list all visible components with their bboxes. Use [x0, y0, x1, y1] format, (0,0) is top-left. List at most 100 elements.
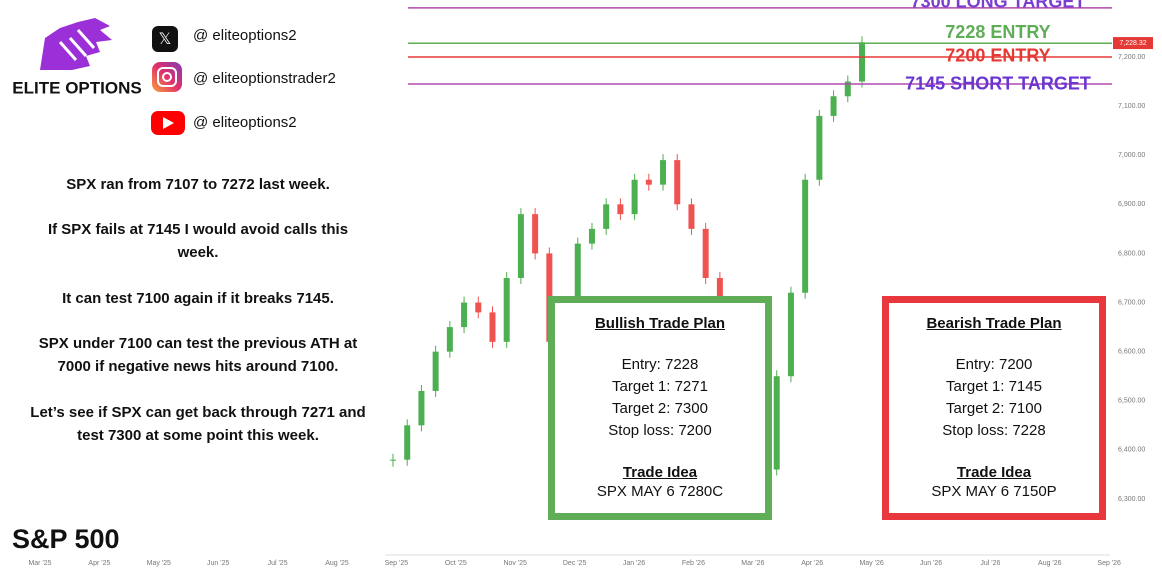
candle	[802, 173, 809, 299]
candle-body	[773, 376, 780, 470]
candle-body	[816, 115, 823, 180]
y-tick-label: 6,900.00	[1118, 201, 1145, 208]
level-label: 7300 LONG TARGET	[911, 0, 1086, 12]
commentary: SPX ran from 7107 to 7272 last week.	[66, 176, 330, 193]
x-tick-label: Jan '26	[623, 560, 645, 567]
trade-idea: SPX MAY 6 7150P	[931, 483, 1057, 500]
level-label: 7228 ENTRY	[945, 22, 1050, 42]
plan-line: Target 2: 7300	[612, 400, 708, 417]
candle-body	[503, 277, 510, 342]
candle-body	[603, 204, 610, 229]
candle	[816, 109, 823, 186]
candle	[645, 173, 652, 191]
candle-body	[631, 179, 638, 215]
candle	[432, 345, 439, 397]
candle-body	[390, 459, 396, 461]
candle	[773, 370, 780, 476]
plan-line: Target 2: 7100	[946, 400, 1042, 417]
candle-body	[645, 179, 652, 185]
candle-body	[461, 302, 468, 328]
level-label: 7145 SHORT TARGET	[905, 74, 1091, 94]
idea-title: Trade Idea	[622, 464, 698, 481]
candle-body	[787, 292, 794, 377]
plan-line: Entry: 7228	[621, 356, 699, 373]
logo	[40, 18, 112, 70]
commentary: If SPX fails at 7145 I would avoid calls…	[47, 221, 349, 261]
candle	[475, 296, 482, 319]
candle	[631, 173, 638, 221]
y-tick-label: 7,100.00	[1118, 103, 1145, 110]
y-tick-label: 6,500.00	[1118, 398, 1145, 405]
candle-body	[688, 204, 695, 229]
plan-line: Entry: 7200	[955, 356, 1033, 373]
candle-body	[588, 228, 595, 244]
commentary: Let’s see if SPX can get back through 72…	[30, 404, 366, 444]
y-tick-label: 6,800.00	[1118, 250, 1145, 257]
x-tick-label: Apr '26	[801, 560, 823, 567]
price-tag-label: 7,228.32	[1119, 40, 1146, 47]
candle	[446, 321, 453, 358]
x-icon-glyph: 𝕏	[159, 31, 172, 48]
x-tick-label: Sep '25	[385, 560, 409, 567]
x-tick-label: Jul '26	[980, 560, 1000, 567]
social-handle: @ eliteoptions2	[193, 114, 297, 131]
instagram-icon	[152, 62, 182, 92]
x-tick-label: Apr '25	[88, 560, 110, 567]
candle-body	[574, 243, 581, 303]
candle	[603, 198, 610, 235]
candle-body	[859, 42, 865, 82]
candle-body	[489, 312, 496, 342]
plan-line: Stop loss: 7200	[608, 422, 712, 439]
plan-line: Target 1: 7271	[612, 378, 708, 395]
candle-body	[660, 160, 667, 185]
x-tick-label: Jun '26	[920, 560, 942, 567]
candle	[404, 419, 411, 466]
level-label: 7200 ENTRY	[945, 46, 1050, 66]
idea-title: Trade Idea	[956, 464, 1032, 481]
x-icon	[152, 26, 178, 52]
x-tick-label: Feb '26	[682, 560, 705, 567]
price-tag	[1113, 37, 1153, 50]
candle	[489, 306, 496, 348]
candle	[660, 154, 667, 191]
candle-body	[716, 277, 723, 303]
candle-body	[802, 179, 809, 293]
plan-title: Bullish Trade Plan	[594, 315, 726, 332]
y-tick-label: 6,700.00	[1118, 299, 1145, 306]
x-tick-label: May '26	[859, 560, 883, 567]
plan-line: Stop loss: 7228	[942, 422, 1046, 439]
candle-body	[844, 81, 851, 97]
commentary: It can test 7100 again if it breaks 7145…	[62, 290, 334, 307]
candle-body	[532, 214, 539, 254]
y-tick-label: 6,600.00	[1118, 349, 1145, 356]
x-tick-label: Jul '25	[268, 560, 288, 567]
candle-body	[404, 425, 411, 460]
candle-body	[674, 160, 681, 205]
candle-body	[830, 96, 837, 116]
candle-body	[432, 351, 439, 391]
y-tick-label: 7,000.00	[1118, 152, 1145, 159]
y-tick-label: 6,400.00	[1118, 447, 1145, 454]
candle-body	[418, 390, 425, 426]
candle	[617, 198, 624, 221]
candle-body	[617, 204, 624, 215]
y-tick-label: 7,200.00	[1118, 54, 1145, 61]
x-tick-label: Oct '25	[445, 560, 467, 567]
candle	[418, 384, 425, 432]
commentary: SPX under 7100 can test the previous ATH…	[38, 335, 358, 375]
candle	[688, 198, 695, 235]
x-tick-label: Mar '25	[28, 560, 51, 567]
candle-body	[475, 302, 482, 313]
x-tick-label: Aug '26	[1038, 560, 1062, 567]
social-handle: @ eliteoptions2	[193, 27, 297, 44]
instagram-glyph	[157, 67, 177, 87]
candle	[461, 296, 468, 334]
chart-title: S&P 500	[12, 524, 120, 554]
candle	[517, 208, 524, 284]
candle	[844, 75, 851, 103]
candle	[830, 90, 837, 122]
instagram-glyph	[162, 72, 172, 82]
plan-title: Bearish Trade Plan	[926, 315, 1062, 332]
